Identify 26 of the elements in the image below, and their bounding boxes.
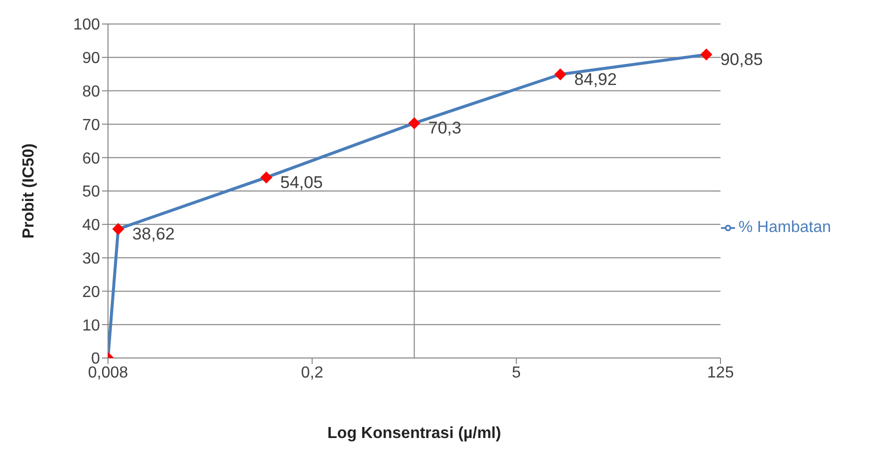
data-label: 54,05 — [280, 172, 323, 192]
point — [700, 48, 712, 61]
legend-label: % Hambatan — [738, 219, 831, 236]
y-tick-label: 70 — [82, 116, 100, 134]
y-tick-label: 60 — [82, 150, 100, 168]
y-tick-label: 90 — [82, 50, 100, 68]
point — [554, 68, 566, 80]
y-axis-title: Probit (IC50) — [20, 143, 38, 239]
data-label: 38,62 — [132, 224, 175, 244]
data-label: 70,3 — [428, 118, 462, 138]
x-tick-label: 0,2 — [301, 364, 324, 382]
y-tick-label: 50 — [82, 184, 100, 201]
y-tick-label: 40 — [82, 217, 100, 234]
y-tick-label: 10 — [82, 317, 100, 334]
point — [112, 223, 124, 236]
point — [260, 171, 272, 184]
point — [408, 117, 420, 130]
y-tick-label: 20 — [82, 284, 100, 301]
x-tick-label: 125 — [707, 364, 734, 382]
x-axis-title: Log Konsentrasi (µ/ml) — [327, 425, 502, 442]
data-label: 84,92 — [574, 70, 617, 89]
y-tick-label: 80 — [82, 83, 100, 100]
x-tick-label: 5 — [512, 364, 521, 382]
y-tick-label: 100 — [73, 16, 100, 34]
data-label: 90,85 — [720, 50, 763, 70]
y-tick-label: 30 — [82, 250, 100, 268]
